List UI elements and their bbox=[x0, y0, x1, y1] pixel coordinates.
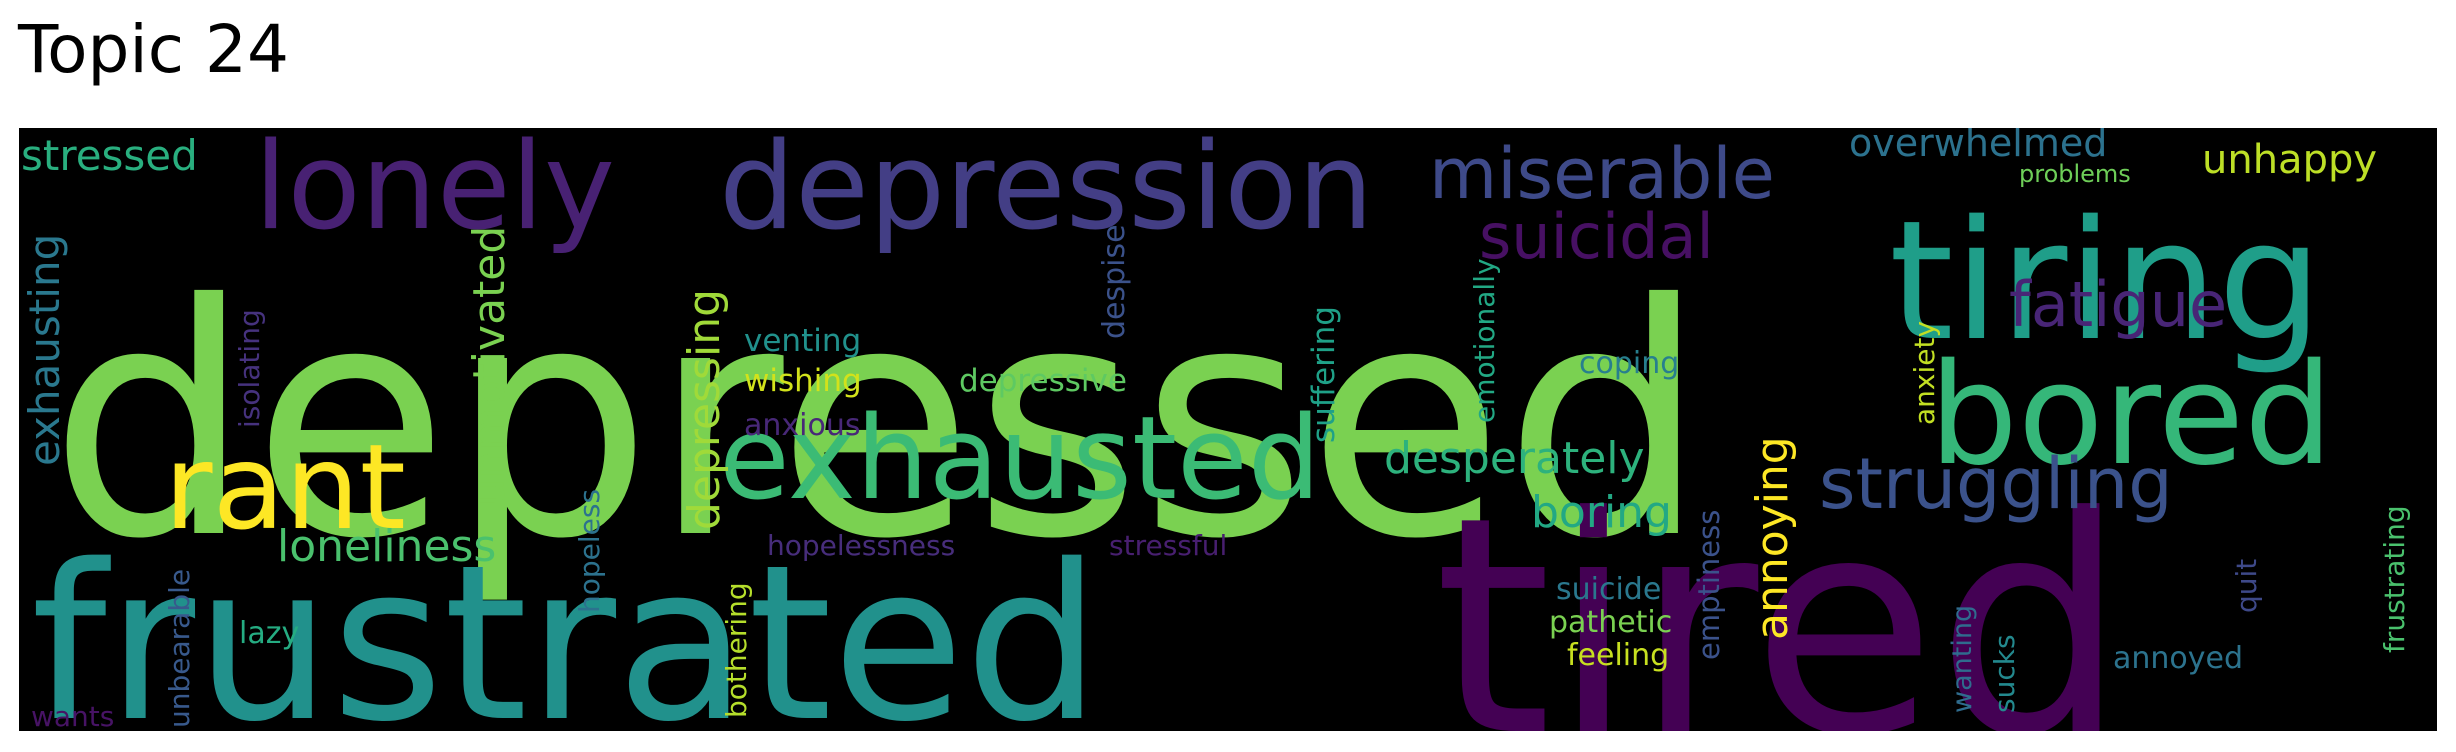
word-frustrated: frustrated bbox=[31, 518, 1101, 731]
word-annoying: annoying bbox=[1747, 436, 1798, 640]
word-overwhelmed: overwhelmed bbox=[1849, 128, 2107, 165]
word-despise: despise bbox=[1097, 224, 1132, 339]
word-annoyed: annoyed bbox=[2113, 641, 2243, 676]
word-lonely: lonely bbox=[254, 128, 615, 257]
word-wishing: wishing bbox=[744, 363, 862, 399]
word-tiring: tiring bbox=[1889, 185, 2323, 377]
figure-title: Topic 24 bbox=[18, 11, 289, 88]
word-anxious: anxious bbox=[744, 408, 860, 443]
word-desperately: desperately bbox=[1384, 433, 1645, 484]
word-hopeless: hopeless bbox=[573, 489, 606, 613]
word-suicide: suicide bbox=[1556, 572, 1661, 607]
word-pathetic: pathetic bbox=[1549, 605, 1672, 640]
word-bored: bored bbox=[1929, 334, 2333, 497]
word-sucks: sucks bbox=[1988, 634, 2021, 713]
word-struggling: struggling bbox=[1819, 443, 2173, 525]
word-problems: problems bbox=[2019, 160, 2131, 188]
word-stressful: stressful bbox=[1109, 529, 1227, 562]
word-unmotivated: unmotivated bbox=[464, 226, 515, 506]
word-fatigue: fatigue bbox=[2009, 268, 2227, 341]
word-feeling: feeling bbox=[1567, 638, 1669, 673]
word-quit: quit bbox=[2230, 559, 2263, 613]
word-loneliness: loneliness bbox=[277, 521, 496, 572]
word-wants: wants bbox=[31, 700, 114, 731]
word-boring: boring bbox=[1531, 487, 1672, 538]
word-wanting: wanting bbox=[1947, 605, 1978, 713]
word-exhausted: exhausted bbox=[719, 392, 1321, 526]
word-depressive: depressive bbox=[959, 363, 1127, 399]
word-venting: venting bbox=[744, 323, 861, 359]
word-depressed: depressed bbox=[49, 237, 1707, 609]
word-lazy: lazy bbox=[239, 616, 299, 651]
word-hopelessness: hopelessness bbox=[767, 529, 955, 562]
word-rant: rant bbox=[164, 418, 406, 556]
word-unhappy: unhappy bbox=[2202, 137, 2377, 183]
word-emptiness: emptiness bbox=[1692, 510, 1726, 660]
word-depression: depression bbox=[719, 128, 1374, 257]
word-isolating: isolating bbox=[233, 309, 266, 428]
word-suicidal: suicidal bbox=[1479, 200, 1714, 273]
word-stressed: stressed bbox=[21, 131, 198, 180]
word-depressing: depressing bbox=[679, 289, 730, 530]
word-bothering: bothering bbox=[720, 582, 753, 718]
word-coping: coping bbox=[1579, 346, 1679, 381]
word-emotionally: emotionally bbox=[1468, 258, 1501, 423]
word-anxiety: anxiety bbox=[1908, 321, 1941, 425]
word-tired: tired bbox=[1434, 453, 2127, 731]
word-miserable: miserable bbox=[1429, 133, 1775, 215]
word-frustrating: frustrating bbox=[2378, 505, 2411, 653]
word-cloud: depressed tired frustrated tiring lonely depr… bbox=[19, 128, 2437, 731]
word-exhausting: exhausting bbox=[20, 234, 69, 466]
word-unbearable: unbearable bbox=[163, 569, 196, 728]
word-suffering: suffering bbox=[1306, 306, 1342, 443]
